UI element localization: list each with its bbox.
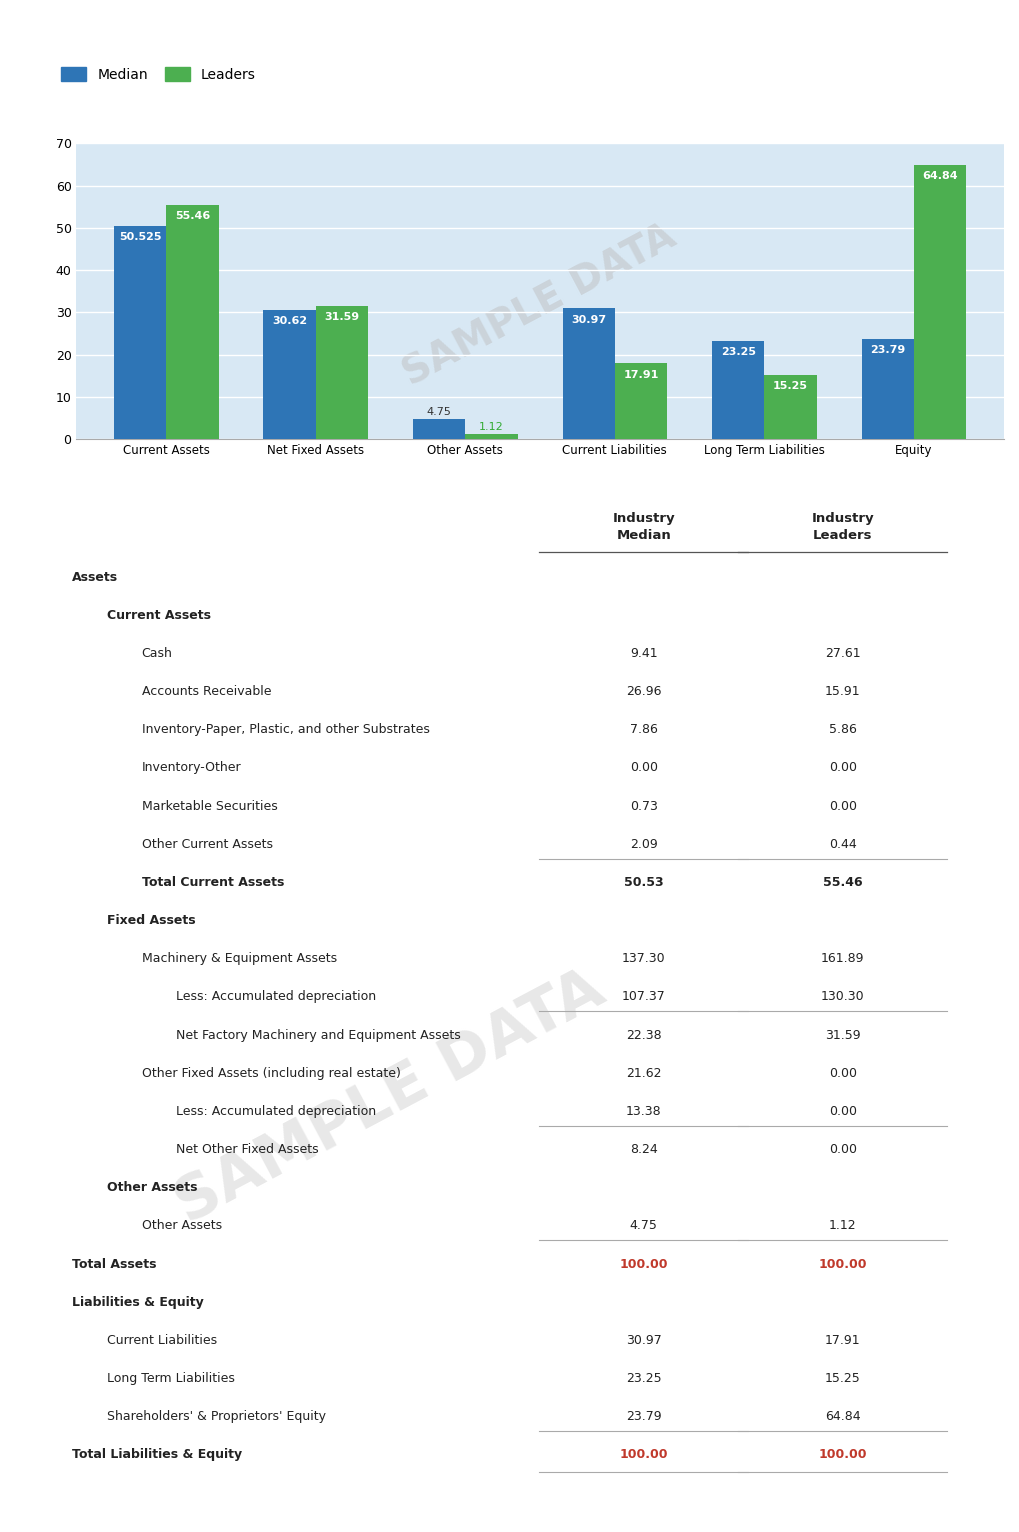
Text: 100.00: 100.00 <box>620 1448 668 1462</box>
Text: SAMPLE DATA: SAMPLE DATA <box>397 218 683 394</box>
Bar <box>413 420 466 440</box>
Text: Marketable Securities: Marketable Securities <box>142 800 277 812</box>
Text: 50.53: 50.53 <box>624 876 663 889</box>
Text: Other Fixed Assets (including real estate): Other Fixed Assets (including real estat… <box>142 1066 400 1080</box>
Text: Net Factory Machinery and Equipment Assets: Net Factory Machinery and Equipment Asse… <box>176 1028 461 1042</box>
Text: 7.86: 7.86 <box>630 723 657 737</box>
Text: Total Liabilities & Equity: Total Liabilities & Equity <box>72 1448 243 1462</box>
Bar <box>466 435 518 440</box>
Text: 22.38: 22.38 <box>626 1028 661 1042</box>
Text: 130.30: 130.30 <box>821 990 864 1003</box>
Bar <box>114 225 166 440</box>
Text: Industry
Leaders: Industry Leaders <box>811 513 874 542</box>
Text: Machinery & Equipment Assets: Machinery & Equipment Assets <box>142 953 336 965</box>
Text: Less: Accumulated depreciation: Less: Accumulated depreciation <box>176 1105 376 1118</box>
Bar <box>166 205 218 440</box>
Text: 31.59: 31.59 <box>324 313 360 322</box>
Text: 0.73: 0.73 <box>630 800 657 812</box>
Text: 31.59: 31.59 <box>824 1028 860 1042</box>
Text: 8.24: 8.24 <box>630 1143 657 1157</box>
Text: Net Other Fixed Assets: Net Other Fixed Assets <box>176 1143 319 1157</box>
Text: 55.46: 55.46 <box>174 211 210 221</box>
Bar <box>263 309 316 440</box>
Text: 15.91: 15.91 <box>824 685 860 699</box>
Text: Balance Sheet Ratios: Balance Sheet Ratios <box>335 18 684 46</box>
Text: 0.00: 0.00 <box>630 761 657 775</box>
Text: 15.25: 15.25 <box>773 381 808 391</box>
Text: Cash: Cash <box>142 647 172 660</box>
Text: 100.00: 100.00 <box>818 1448 867 1462</box>
Text: 0.44: 0.44 <box>828 838 857 850</box>
Text: Assets: Assets <box>72 570 118 584</box>
Text: 15.25: 15.25 <box>824 1373 861 1385</box>
Bar <box>862 339 914 440</box>
Text: 50.525: 50.525 <box>119 231 161 242</box>
Bar <box>614 363 667 440</box>
Text: 9.41: 9.41 <box>630 647 657 660</box>
Text: 100.00: 100.00 <box>818 1258 867 1270</box>
Text: Inventory-Paper, Plastic, and other Substrates: Inventory-Paper, Plastic, and other Subs… <box>142 723 429 737</box>
Text: 30.97: 30.97 <box>626 1334 661 1347</box>
Text: 4.75: 4.75 <box>427 408 451 417</box>
Text: Total Assets: Total Assets <box>72 1258 156 1270</box>
Bar <box>764 375 817 440</box>
Text: 100.00: 100.00 <box>620 1258 668 1270</box>
Text: 13.38: 13.38 <box>626 1105 661 1118</box>
Bar <box>316 305 368 440</box>
Text: SAMPLE DATA: SAMPLE DATA <box>166 961 614 1236</box>
Text: 137.30: 137.30 <box>622 953 665 965</box>
Text: 2.09: 2.09 <box>630 838 657 850</box>
Text: 30.97: 30.97 <box>571 314 606 325</box>
Text: Fixed Assets: Fixed Assets <box>107 915 196 927</box>
Text: 21.62: 21.62 <box>626 1066 661 1080</box>
Text: Inventory-Other: Inventory-Other <box>142 761 242 775</box>
Text: Shareholders' & Proprietors' Equity: Shareholders' & Proprietors' Equity <box>107 1411 326 1423</box>
Text: 64.84: 64.84 <box>922 172 958 181</box>
Text: 64.84: 64.84 <box>824 1411 860 1423</box>
Text: 5.86: 5.86 <box>828 723 857 737</box>
Text: 23.79: 23.79 <box>870 345 906 355</box>
Bar <box>712 340 764 440</box>
Text: Other Assets: Other Assets <box>107 1181 198 1195</box>
Bar <box>562 308 614 440</box>
Text: 55.46: 55.46 <box>823 876 862 889</box>
Text: 0.00: 0.00 <box>828 1066 857 1080</box>
Text: 1.12: 1.12 <box>479 423 503 432</box>
Text: 26.96: 26.96 <box>626 685 661 699</box>
Text: Less: Accumulated depreciation: Less: Accumulated depreciation <box>176 990 376 1003</box>
Text: Industry
Median: Industry Median <box>612 513 675 542</box>
Text: Total Current Assets: Total Current Assets <box>142 876 284 889</box>
Text: 4.75: 4.75 <box>630 1219 657 1232</box>
Text: Accounts Receivable: Accounts Receivable <box>142 685 271 699</box>
Text: Other Current Assets: Other Current Assets <box>142 838 272 850</box>
Text: 30.62: 30.62 <box>272 316 307 326</box>
Text: 23.25: 23.25 <box>626 1373 661 1385</box>
Text: 161.89: 161.89 <box>821 953 864 965</box>
Text: 1.12: 1.12 <box>828 1219 857 1232</box>
Text: 23.25: 23.25 <box>720 348 756 357</box>
Text: 17.91: 17.91 <box>824 1334 860 1347</box>
Text: 23.79: 23.79 <box>626 1411 661 1423</box>
Text: Long Term Liabilities: Long Term Liabilities <box>107 1373 234 1385</box>
Text: Current Liabilities: Current Liabilities <box>107 1334 217 1347</box>
Text: 107.37: 107.37 <box>622 990 665 1003</box>
Bar <box>914 165 966 440</box>
Text: Other Assets: Other Assets <box>142 1219 222 1232</box>
Text: Liabilities & Equity: Liabilities & Equity <box>72 1296 204 1308</box>
Text: 0.00: 0.00 <box>828 800 857 812</box>
Text: 0.00: 0.00 <box>828 1105 857 1118</box>
Legend: Median, Leaders: Median, Leaders <box>56 61 261 87</box>
Text: 17.91: 17.91 <box>624 369 658 380</box>
Text: 0.00: 0.00 <box>828 1143 857 1157</box>
Text: 27.61: 27.61 <box>824 647 860 660</box>
Text: 0.00: 0.00 <box>828 761 857 775</box>
Text: Current Assets: Current Assets <box>107 608 211 622</box>
